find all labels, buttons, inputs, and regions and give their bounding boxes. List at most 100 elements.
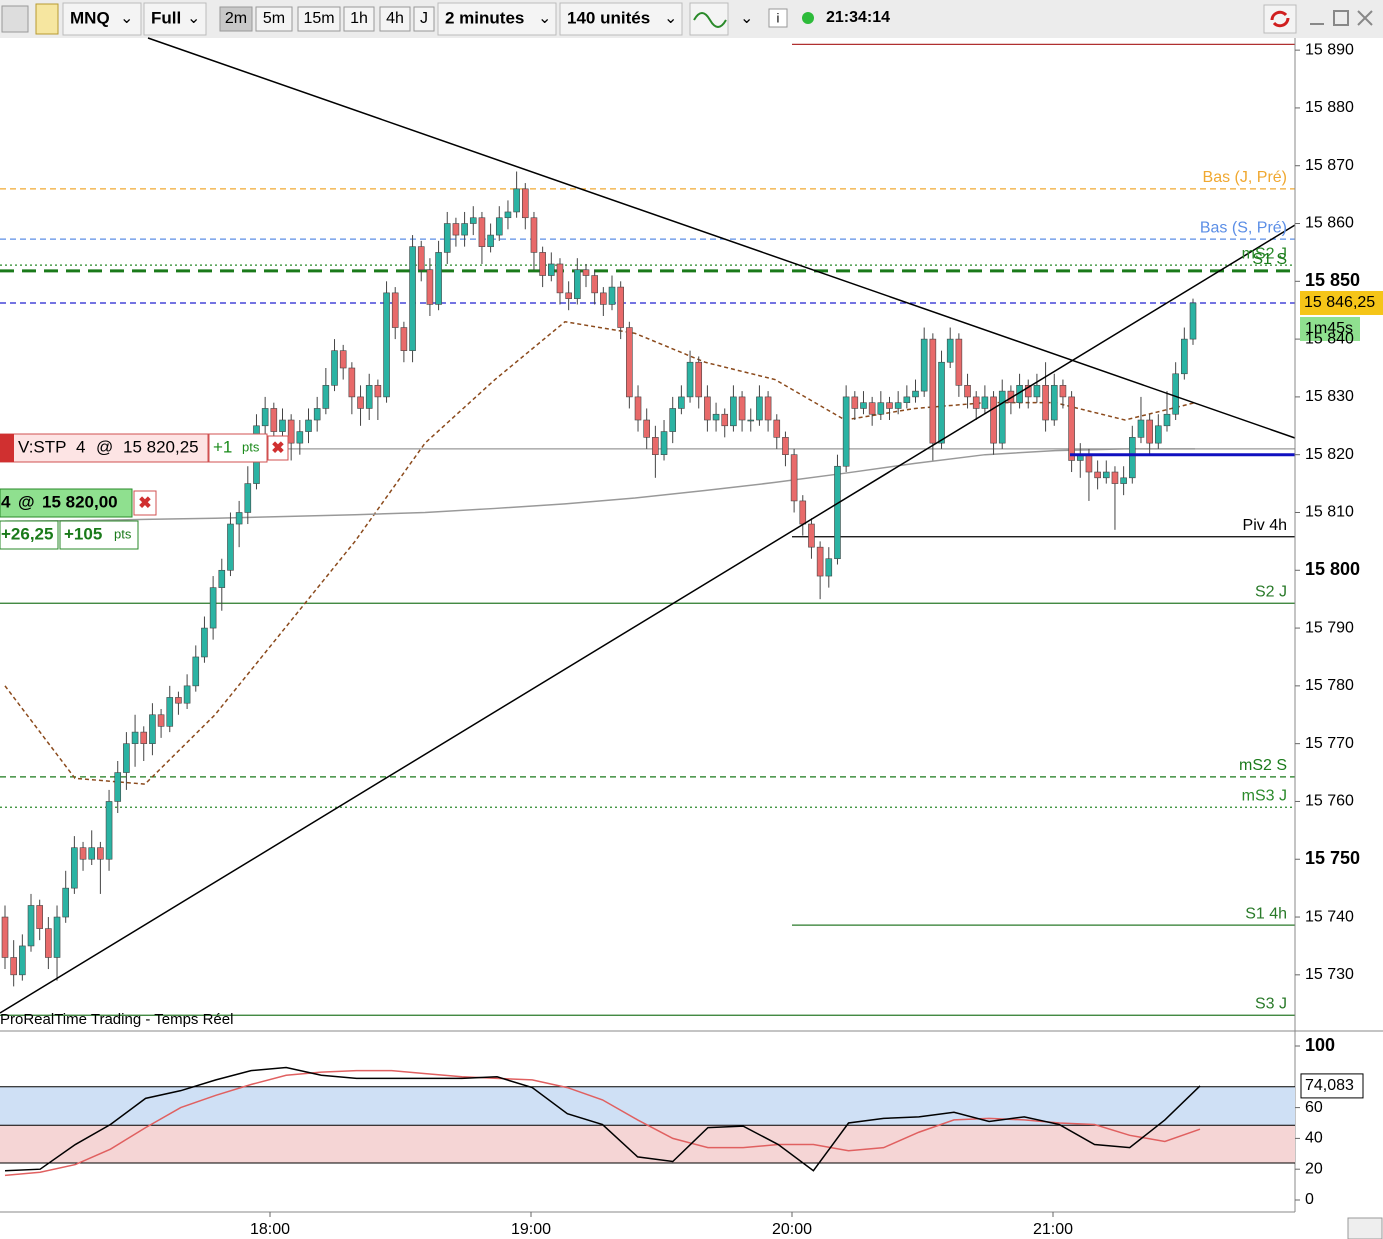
candle-body [903, 396, 911, 403]
candle-body [140, 731, 148, 744]
y-tick-label: 0 [1305, 1191, 1314, 1208]
candle-body [495, 217, 503, 236]
timeframe-button[interactable] [379, 6, 411, 32]
timeframe-button[interactable] [413, 6, 435, 32]
y-tick-label: 15 740 [1305, 908, 1354, 925]
level-label: S1 S [1252, 251, 1287, 268]
position-pnl-amount: +26,25 [1, 524, 53, 543]
candle-body [582, 269, 590, 276]
symbol: MNQ [70, 8, 110, 27]
candle-body [461, 223, 468, 236]
candle-body [574, 269, 581, 299]
refresh-button[interactable] [1263, 4, 1297, 34]
candle-body [860, 402, 867, 409]
oscillator-line [4, 1066, 1201, 1172]
timeframe-button[interactable] [297, 6, 341, 32]
price-panel [0, 43, 1295, 1016]
candle-body [1068, 396, 1075, 461]
candle-body [218, 569, 226, 588]
mode-selector[interactable] [143, 2, 207, 36]
candle-body [192, 656, 200, 687]
candle-body [1042, 385, 1049, 421]
candle-body [391, 292, 399, 328]
position-close[interactable] [133, 490, 157, 516]
candle-body [600, 292, 607, 305]
level-label: S3 J [1255, 996, 1287, 1013]
candle-body [287, 419, 295, 444]
candle-body [1102, 471, 1110, 479]
info-button[interactable] [768, 8, 788, 28]
candle-body [97, 847, 104, 860]
info-icon: i [777, 10, 780, 25]
candle-body [790, 454, 798, 502]
y-tick-label: 15 860 [1305, 215, 1354, 232]
candle-body [808, 523, 815, 548]
candle-body [1163, 413, 1171, 427]
link-button[interactable] [35, 3, 59, 35]
period-selector[interactable] [437, 2, 557, 36]
dropdown-arrow: ⌄ [664, 10, 677, 27]
stop-close[interactable] [267, 435, 289, 461]
stop-pnl: +1 [213, 437, 232, 456]
stop-qty: 4 [76, 437, 85, 456]
candle-body [686, 361, 694, 398]
timeframe-label: 5m [263, 10, 285, 27]
timeframe-button[interactable] [255, 6, 293, 32]
y-tick-label: 15 760 [1305, 793, 1354, 810]
y-tick-label: 40 [1305, 1130, 1323, 1147]
level-label: mS2 S [1239, 757, 1287, 774]
timeframe-label: 15m [303, 10, 334, 27]
stop-order-box[interactable] [0, 433, 209, 463]
candle-body [331, 350, 338, 386]
candle-body [1146, 419, 1153, 444]
y-tick-label: 20 [1305, 1160, 1323, 1177]
candle-body [131, 731, 139, 744]
candle-body [712, 413, 720, 421]
y-tick-label: 15 830 [1305, 388, 1354, 405]
maximize-button[interactable] [1333, 10, 1349, 26]
level-label: S1 4h [1245, 905, 1287, 922]
layout-button[interactable] [1, 5, 29, 33]
candle-body [235, 512, 243, 525]
indicator-icon [693, 12, 727, 28]
candle-body [669, 408, 677, 432]
candle-body [27, 905, 35, 947]
candle-body [175, 697, 182, 704]
candle-body [417, 246, 425, 271]
candle-body [409, 246, 416, 351]
close-button[interactable] [1357, 10, 1373, 26]
candle-body [556, 263, 564, 294]
position-at: @ [18, 492, 35, 511]
candle-body [652, 437, 659, 455]
candle-body [998, 390, 1006, 444]
candle-body [756, 396, 763, 421]
y-tick-label: 60 [1305, 1099, 1323, 1116]
stop-label: V:STP [18, 437, 67, 456]
x-tick-label: 19:00 [511, 1221, 551, 1238]
candle-body [1033, 385, 1041, 398]
timeframe-button[interactable] [219, 6, 253, 32]
units-selector[interactable] [559, 2, 683, 36]
refresh-icon [1270, 10, 1290, 28]
position-box[interactable] [0, 488, 133, 518]
status-dot [802, 12, 814, 24]
stop-price: 15 820,25 [123, 437, 199, 456]
candle-body [539, 252, 546, 276]
dropdown-arrow: ⌄ [120, 10, 133, 27]
x-tick-label: 20:00 [772, 1221, 812, 1238]
position-pnl-pts: +105 [64, 524, 102, 543]
timeframe-label: 1h [350, 10, 368, 27]
candle-body [478, 217, 486, 247]
timeframe-label: 2m [225, 10, 247, 27]
candle-body [183, 685, 191, 704]
symbol-selector[interactable] [62, 2, 142, 36]
candle-body [912, 390, 919, 398]
candle-body [209, 587, 217, 629]
clock: 21:34:14 [826, 9, 890, 26]
candle-body [1111, 471, 1119, 484]
scroll-button[interactable] [1347, 1217, 1383, 1239]
candle-body [1085, 454, 1093, 473]
timeframe-button[interactable] [343, 6, 375, 32]
candle-body [105, 801, 113, 860]
